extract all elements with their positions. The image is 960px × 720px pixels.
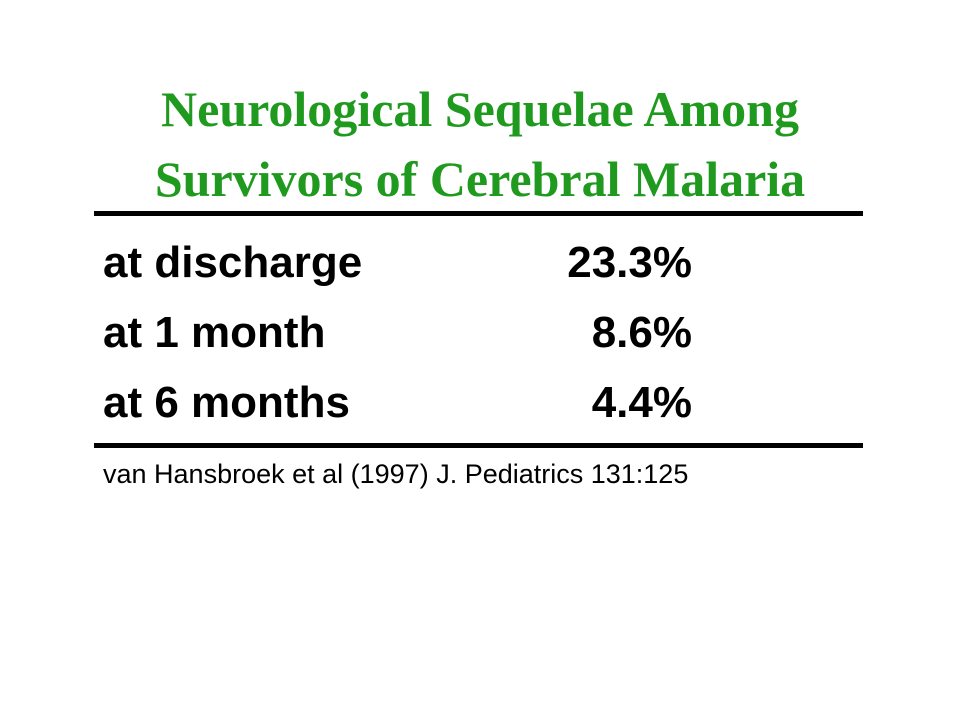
sequelae-table: at discharge 23.3% at 1 month 8.6% at 6 … bbox=[103, 228, 723, 438]
row-label: at discharge bbox=[103, 238, 363, 287]
citation: van Hansbroek et al (1997) J. Pediatrics… bbox=[103, 459, 689, 489]
row-label: at 6 months bbox=[103, 378, 350, 427]
title-line-2: Survivors of Cerebral Malaria bbox=[154, 151, 806, 207]
table-row: at discharge 23.3% bbox=[103, 228, 723, 298]
row-value: 23.3% bbox=[567, 238, 692, 287]
slide-title: Neurological Sequelae Among Survivors of… bbox=[0, 74, 960, 214]
row-label: at 1 month bbox=[103, 308, 326, 357]
row-value: 4.4% bbox=[591, 378, 692, 427]
top-divider bbox=[94, 211, 863, 216]
table-row: at 1 month 8.6% bbox=[103, 298, 723, 368]
table-row: at 6 months 4.4% bbox=[103, 368, 723, 438]
title-line-1: Neurological Sequelae Among bbox=[161, 81, 799, 137]
bottom-divider bbox=[94, 443, 863, 448]
row-value: 8.6% bbox=[591, 308, 692, 357]
